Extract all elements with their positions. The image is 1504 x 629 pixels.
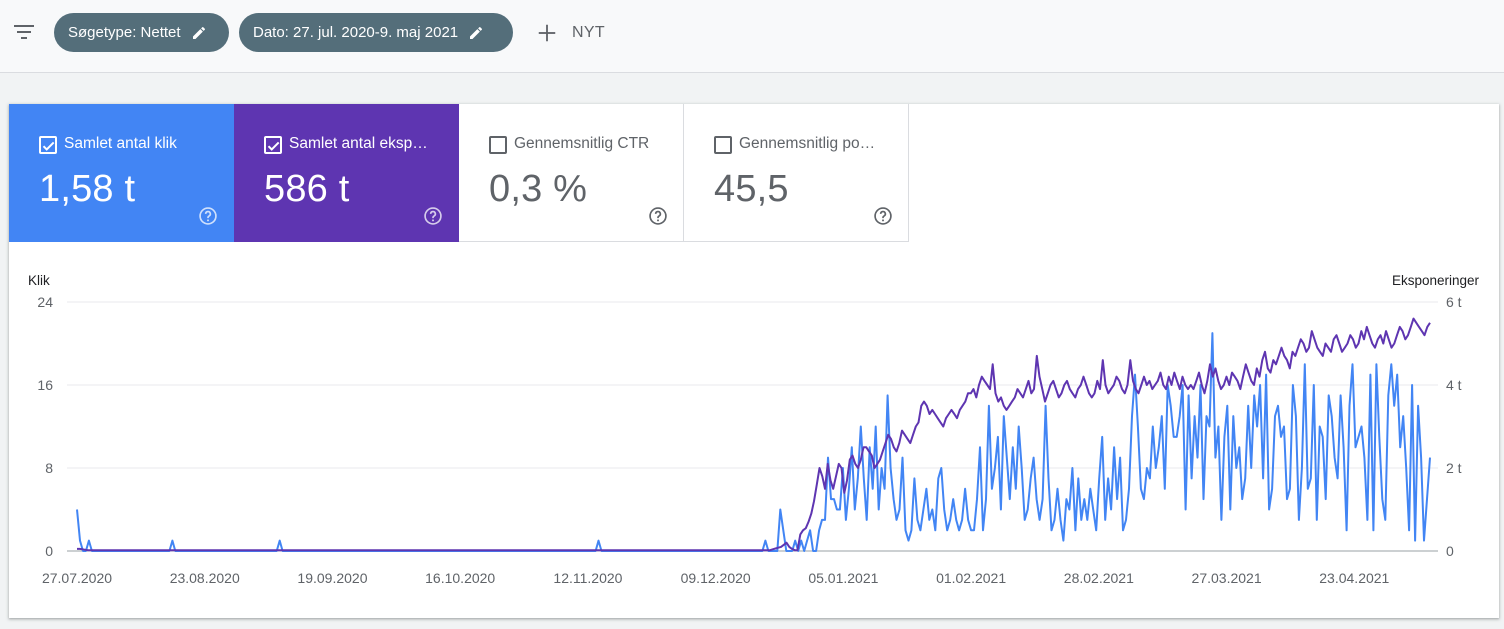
x-tick-label: 23.08.2020 [170,570,240,586]
metric-value: 0,3 % [489,168,588,210]
x-tick-label: 23.04.2021 [1319,570,1389,586]
help-icon[interactable] [873,206,893,226]
clicks-series-line[interactable] [76,332,1431,552]
date-chip-label: Dato: 27. jul. 2020-9. maj 2021 [253,24,459,41]
x-tick-label: 19.09.2020 [297,570,367,586]
help-icon[interactable] [648,206,668,226]
right-tick-label: 4 t [1446,377,1462,393]
x-tick-label: 27.03.2021 [1192,570,1262,586]
impressions-series-line[interactable] [77,317,1431,552]
new-filter-button[interactable]: NYT [536,19,605,47]
x-tick-label: 12.11.2020 [553,570,622,586]
right-tick-label: 0 [1446,543,1454,559]
plus-icon [538,24,556,42]
performance-card: Samlet antal klik 1,58 t Samlet antal ek… [9,104,1499,618]
filter-bar: Søgetype: Nettet Dato: 27. jul. 2020-9. … [0,0,1504,73]
search-type-chip[interactable]: Søgetype: Nettet [54,13,229,52]
search-type-chip-label: Søgetype: Nettet [68,24,181,41]
checkbox-ctr[interactable] [489,136,507,154]
x-tick-label: 28.02.2021 [1064,570,1134,586]
right-axis-title: Eksponeringer [1392,273,1480,288]
left-tick-label: 0 [45,543,53,559]
x-tick-label: 27.07.2020 [42,570,112,586]
date-chip[interactable]: Dato: 27. jul. 2020-9. maj 2021 [239,13,513,52]
x-tick-label: 01.02.2021 [936,570,1006,586]
x-tick-label: 05.01.2021 [808,570,878,586]
left-axis-title: Klik [28,273,50,288]
right-tick-label: 2 t [1446,460,1462,476]
left-tick-label: 16 [37,377,53,393]
filter-icon[interactable] [12,20,36,44]
metric-average-position[interactable]: Gennemsnitlig po… 45,5 [684,104,909,242]
metric-value: 45,5 [714,168,789,210]
right-tick-label: 6 t [1446,294,1462,310]
performance-chart[interactable]: Klik Eksponeringer 0 8 16 24 0 2 t 4 t 6 t 27.… [9,104,1499,618]
metric-total-clicks[interactable]: Samlet antal klik 1,58 t [9,104,234,242]
check-icon [42,141,55,151]
tab-notch [1366,73,1382,77]
left-tick-label: 8 [45,460,53,476]
metric-total-impressions[interactable]: Samlet antal eksp… 586 t [234,104,459,242]
metric-value: 1,58 t [39,168,136,210]
x-tick-label: 09.12.2020 [681,570,751,586]
checkbox-clicks[interactable] [39,136,57,154]
edit-pencil-icon [192,26,205,39]
checkbox-impressions[interactable] [264,136,282,154]
check-icon [267,141,280,151]
new-filter-label: NYT [572,24,605,41]
metric-value: 586 t [264,168,350,210]
x-tick-label: 16.10.2020 [425,570,495,586]
checkbox-position[interactable] [714,136,732,154]
metric-average-ctr[interactable]: Gennemsnitlig CTR 0,3 % [459,104,684,242]
edit-pencil-icon [470,26,483,39]
left-tick-label: 24 [37,294,53,310]
help-icon[interactable] [198,206,218,226]
help-icon[interactable] [423,206,443,226]
